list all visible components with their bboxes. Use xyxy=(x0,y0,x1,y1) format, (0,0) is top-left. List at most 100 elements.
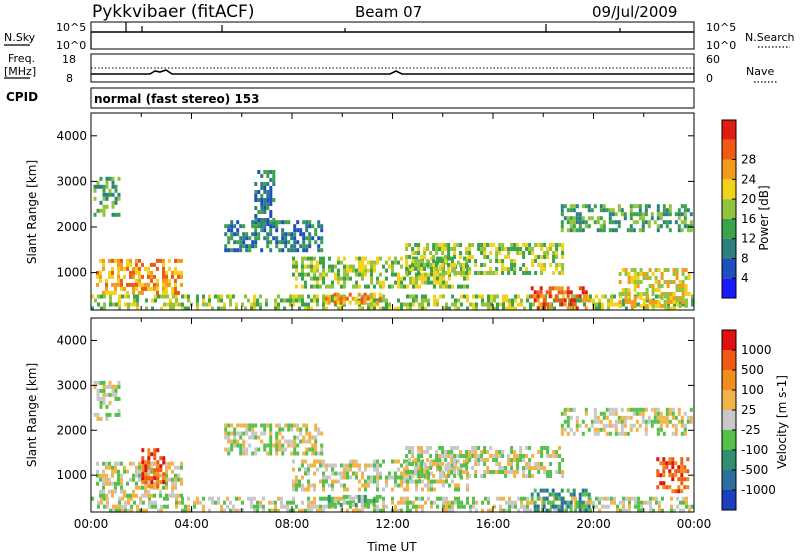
echo-cell xyxy=(569,415,573,420)
echo-cell xyxy=(560,220,564,225)
echo-cell xyxy=(644,427,648,432)
echo-cell xyxy=(165,278,168,283)
echo-cell xyxy=(120,266,123,271)
echo-cell xyxy=(370,475,373,480)
echo-cell xyxy=(99,493,102,498)
echo-cell xyxy=(427,483,430,488)
echo-cell xyxy=(528,243,532,247)
echo-cell xyxy=(319,276,322,281)
echo-cell xyxy=(108,380,112,385)
echo-cell xyxy=(657,284,661,288)
echo-cell xyxy=(469,508,472,513)
echo-cell xyxy=(408,458,412,462)
echo-cell xyxy=(307,483,310,488)
colorbar-segment xyxy=(722,330,736,350)
echo-cell xyxy=(632,220,636,225)
echo-cell xyxy=(99,200,103,205)
echo-cell xyxy=(376,483,379,488)
echo-cell xyxy=(320,248,324,253)
echo-band xyxy=(327,494,382,507)
echo-cell xyxy=(415,463,418,468)
echo-cell xyxy=(256,302,259,307)
echo-cell xyxy=(608,228,612,233)
echo-cell xyxy=(508,298,511,303)
echo-cell xyxy=(666,296,670,300)
echo-cell xyxy=(602,228,606,233)
echo-cell xyxy=(445,302,448,307)
echo-cell xyxy=(275,435,279,440)
echo-cell xyxy=(481,500,484,505)
echo-cell xyxy=(277,496,280,501)
echo-cell xyxy=(496,306,499,311)
echo-cell xyxy=(100,500,103,505)
echo-cell xyxy=(242,439,246,444)
echo-cell xyxy=(677,224,681,229)
echo-cell xyxy=(680,481,684,486)
echo-cell xyxy=(289,500,292,505)
echo-cell xyxy=(430,256,433,261)
echo-cell xyxy=(442,508,445,513)
xtick-label: 04:00 xyxy=(174,517,209,531)
echo-cell xyxy=(127,496,130,501)
echo-cell xyxy=(566,504,570,509)
echo-cell xyxy=(141,464,145,469)
echo-cell xyxy=(394,260,397,265)
echo-cell xyxy=(388,475,391,480)
echo-cell xyxy=(447,474,451,478)
echo-cell xyxy=(180,274,183,279)
echo-cell xyxy=(272,443,276,448)
echo-cell xyxy=(239,423,243,428)
echo-cell xyxy=(144,464,148,469)
echo-cell xyxy=(448,467,451,472)
echo-cell xyxy=(153,461,156,466)
echo-cell xyxy=(364,463,367,468)
echo-cell xyxy=(623,419,627,424)
xtick-label: 08:00 xyxy=(275,517,310,531)
echo-cell xyxy=(444,466,448,470)
echo-cell xyxy=(376,479,379,484)
echo-cell xyxy=(574,496,577,501)
echo-cell xyxy=(528,271,532,275)
echo-cell xyxy=(674,423,678,428)
echo-cell xyxy=(135,485,138,490)
echo-cell xyxy=(654,304,658,308)
echo-cell xyxy=(483,251,487,255)
echo-cell xyxy=(543,255,547,259)
echo-cell xyxy=(302,236,306,241)
echo-cell xyxy=(644,208,648,213)
echo-cell xyxy=(445,280,448,285)
echo-cell xyxy=(439,496,442,501)
nsearch-label: N.Search xyxy=(745,31,795,44)
echo-cell xyxy=(322,483,325,488)
echo-cell xyxy=(427,496,430,501)
echo-cell xyxy=(165,282,168,287)
echo-cell xyxy=(528,474,532,478)
echo-cell xyxy=(610,298,613,303)
echo-cell xyxy=(156,484,160,489)
echo-cell xyxy=(444,474,448,478)
echo-cell xyxy=(174,485,177,490)
echo-cell xyxy=(430,483,433,488)
echo-cell xyxy=(236,423,240,428)
echo-cell xyxy=(477,271,481,275)
echo-cell xyxy=(235,302,238,307)
echo-cell xyxy=(552,259,556,263)
echo-cell xyxy=(248,248,252,253)
echo-cell xyxy=(117,396,121,401)
echo-cell xyxy=(649,508,652,513)
echo-cell xyxy=(513,263,517,267)
echo-cell xyxy=(233,439,237,444)
echo-cell xyxy=(546,255,550,259)
echo-cell xyxy=(677,407,681,412)
echo-cell xyxy=(566,228,570,233)
echo-cell xyxy=(626,415,630,420)
echo-cell xyxy=(165,493,168,498)
echo-cell xyxy=(653,415,657,420)
echo-cell xyxy=(263,443,267,448)
echo-cell xyxy=(223,508,226,513)
echo-cell xyxy=(379,463,382,468)
echo-cell xyxy=(115,508,118,513)
echo-cell xyxy=(108,412,112,417)
echo-cell xyxy=(316,280,319,285)
echo-cell xyxy=(417,267,421,271)
